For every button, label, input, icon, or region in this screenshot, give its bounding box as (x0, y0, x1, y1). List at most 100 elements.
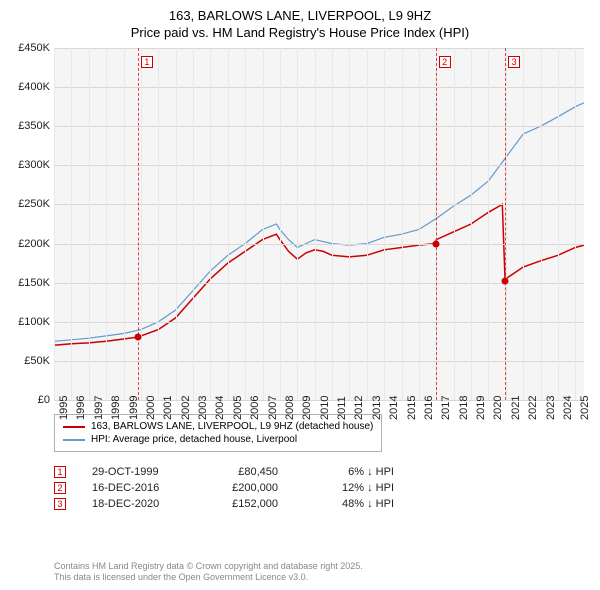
gridline-v (297, 48, 298, 400)
marker-label: 3 (508, 56, 520, 68)
x-axis-label: 2019 (475, 396, 487, 420)
transaction-price: £200,000 (208, 482, 278, 494)
y-axis-label: £350K (18, 120, 50, 132)
transaction-price: £80,450 (208, 466, 278, 478)
x-axis-label: 2005 (232, 396, 244, 420)
y-axis-label: £100K (18, 316, 50, 328)
y-axis-label: £450K (18, 42, 50, 54)
gridline-v (263, 48, 264, 400)
x-axis-label: 2003 (197, 396, 209, 420)
x-axis-label: 1998 (110, 396, 122, 420)
marker-dot (134, 334, 141, 341)
gridline-v (402, 48, 403, 400)
gridline-v (471, 48, 472, 400)
gridline-v (210, 48, 211, 400)
x-axis-label: 2022 (527, 396, 539, 420)
x-axis-label: 2017 (440, 396, 452, 420)
y-axis-label: £50K (24, 355, 50, 367)
x-axis-label: 1996 (75, 396, 87, 420)
transaction-row: 2 16-DEC-2016 £200,000 12% ↓ HPI (54, 482, 394, 494)
x-axis-label: 2007 (267, 396, 279, 420)
x-axis-label: 2004 (214, 396, 226, 420)
gridline-v (245, 48, 246, 400)
gridline-v (419, 48, 420, 400)
attribution-line-2: This data is licensed under the Open Gov… (54, 572, 363, 584)
y-axis-label: £0 (38, 394, 50, 406)
y-axis-label: £300K (18, 159, 50, 171)
x-axis-label: 2009 (301, 396, 313, 420)
x-axis-label: 2020 (492, 396, 504, 420)
attribution-text: Contains HM Land Registry data © Crown c… (54, 561, 363, 584)
title-line-2: Price paid vs. HM Land Registry's House … (0, 25, 600, 42)
legend-label: 163, BARLOWS LANE, LIVERPOOL, L9 9HZ (de… (91, 421, 373, 432)
marker-line (436, 48, 437, 400)
marker-line (138, 48, 139, 400)
x-axis-label: 1997 (93, 396, 105, 420)
legend-label: HPI: Average price, detached house, Live… (91, 434, 297, 445)
gridline-v (176, 48, 177, 400)
marker-dot (502, 278, 509, 285)
y-axis-label: £250K (18, 198, 50, 210)
transactions-table: 1 29-OCT-1999 £80,450 6% ↓ HPI 2 16-DEC-2016 £… (54, 462, 394, 514)
x-axis-label: 2025 (579, 396, 591, 420)
marker-dot (432, 240, 439, 247)
x-axis-label: 2013 (371, 396, 383, 420)
transaction-price: £152,000 (208, 498, 278, 510)
gridline-v (89, 48, 90, 400)
x-axis-label: 2002 (180, 396, 192, 420)
transaction-row: 3 18-DEC-2020 £152,000 48% ↓ HPI (54, 498, 394, 510)
gridline-v (541, 48, 542, 400)
gridline-v (54, 48, 55, 400)
x-axis-label: 2010 (319, 396, 331, 420)
gridline-v (349, 48, 350, 400)
gridline-v (315, 48, 316, 400)
x-axis-label: 2000 (145, 396, 157, 420)
transaction-diff: 12% ↓ HPI (304, 482, 394, 494)
transaction-diff: 6% ↓ HPI (304, 466, 394, 478)
x-axis-label: 2015 (406, 396, 418, 420)
y-axis-label: £400K (18, 81, 50, 93)
x-axis-label: 2001 (162, 396, 174, 420)
marker-label: 2 (439, 56, 451, 68)
x-axis-label: 2021 (510, 396, 522, 420)
gridline-v (523, 48, 524, 400)
gridline-v (332, 48, 333, 400)
y-axis-label: £200K (18, 238, 50, 250)
gridline-v (367, 48, 368, 400)
chart-title-block: 163, BARLOWS LANE, LIVERPOOL, L9 9HZ Pri… (0, 0, 600, 46)
gridline-v (280, 48, 281, 400)
y-axis-label: £150K (18, 277, 50, 289)
gridline-v (384, 48, 385, 400)
transaction-marker: 2 (54, 482, 66, 494)
legend-row: 163, BARLOWS LANE, LIVERPOOL, L9 9HZ (de… (63, 421, 373, 432)
chart-plot-area: 1 2 3 (54, 48, 584, 400)
gridline-v (558, 48, 559, 400)
transaction-marker: 1 (54, 466, 66, 478)
gridline-v (193, 48, 194, 400)
gridline-v (158, 48, 159, 400)
x-axis-label: 2018 (458, 396, 470, 420)
transaction-date: 16-DEC-2016 (92, 482, 182, 494)
gridline-v (488, 48, 489, 400)
legend-swatch (63, 439, 85, 441)
gridline-v (124, 48, 125, 400)
gridline-v (141, 48, 142, 400)
marker-label: 1 (141, 56, 153, 68)
x-axis-label: 2011 (336, 396, 348, 420)
x-axis-label: 2016 (423, 396, 435, 420)
transaction-date: 29-OCT-1999 (92, 466, 182, 478)
x-axis-label: 1999 (128, 396, 140, 420)
transaction-row: 1 29-OCT-1999 £80,450 6% ↓ HPI (54, 466, 394, 478)
x-axis-label: 2012 (353, 396, 365, 420)
x-axis-label: 2014 (388, 396, 400, 420)
title-line-1: 163, BARLOWS LANE, LIVERPOOL, L9 9HZ (0, 8, 600, 25)
legend-swatch (63, 426, 85, 428)
transaction-marker: 3 (54, 498, 66, 510)
transaction-diff: 48% ↓ HPI (304, 498, 394, 510)
x-axis-label: 2024 (562, 396, 574, 420)
transaction-date: 18-DEC-2020 (92, 498, 182, 510)
attribution-line-1: Contains HM Land Registry data © Crown c… (54, 561, 363, 573)
marker-line (505, 48, 506, 400)
x-axis-label: 2008 (284, 396, 296, 420)
legend-row: HPI: Average price, detached house, Live… (63, 434, 373, 445)
